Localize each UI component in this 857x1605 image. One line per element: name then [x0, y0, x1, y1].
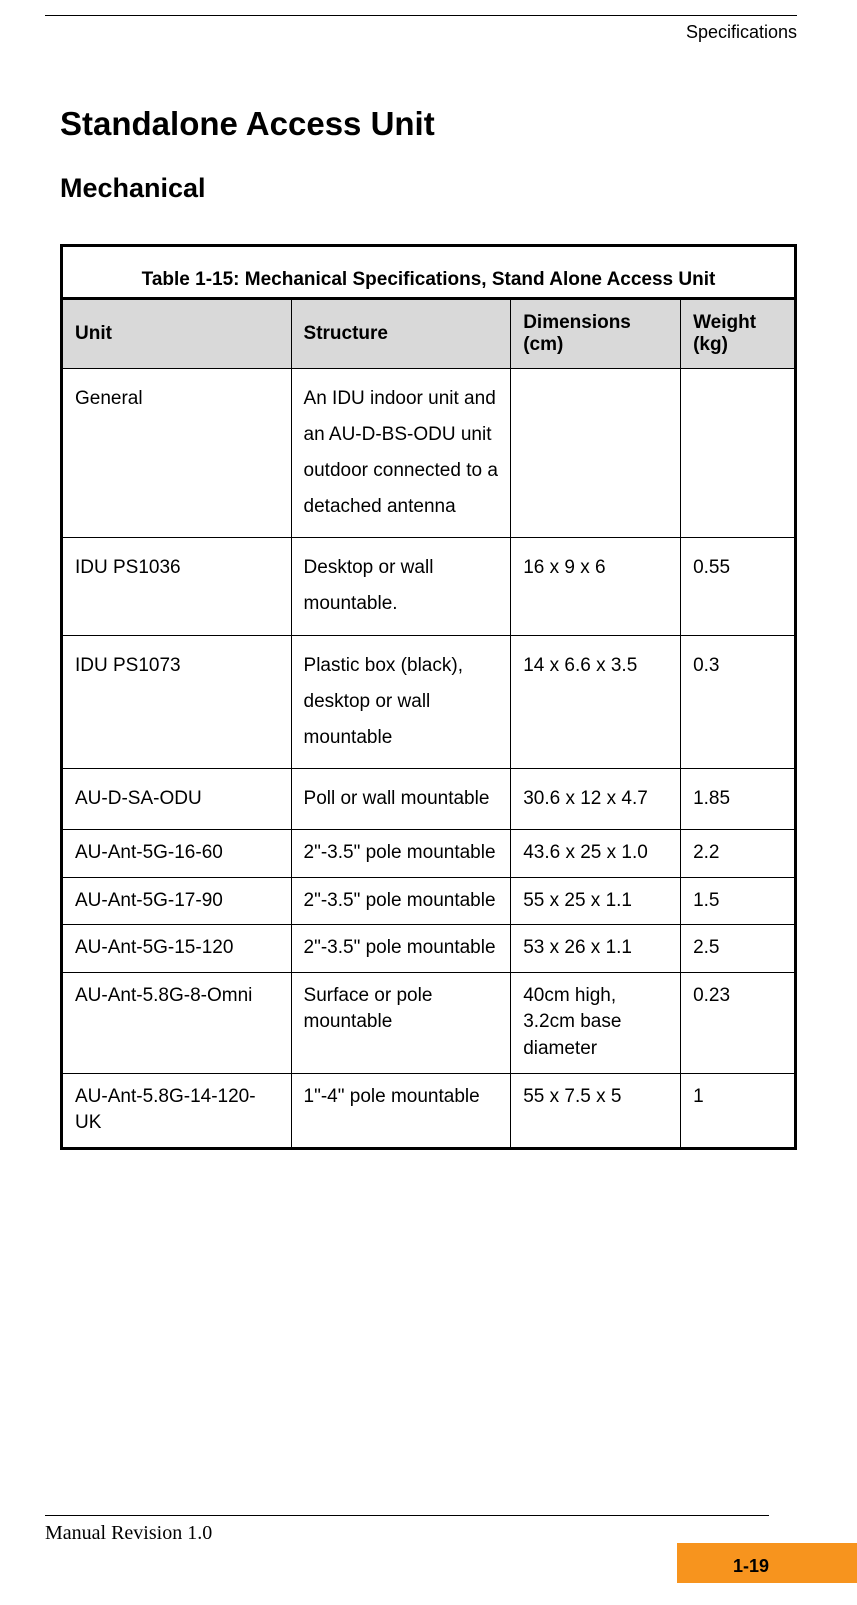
cell-dimensions: 30.6 x 12 x 4.7 [511, 768, 681, 829]
footer: Manual Revision 1.0 1-19 [45, 1515, 797, 1545]
col-unit: Unit [62, 299, 292, 369]
header-section: Specifications [686, 22, 797, 43]
footer-revision: Manual Revision 1.0 [45, 1522, 797, 1545]
cell-weight: 2.5 [681, 925, 796, 973]
content: Standalone Access Unit Mechanical Table … [60, 0, 797, 1150]
cell-weight: 0.23 [681, 972, 796, 1073]
col-weight: Weight (kg) [681, 299, 796, 369]
cell-unit: IDU PS1036 [62, 538, 292, 635]
cell-weight: 0.3 [681, 635, 796, 768]
col-dimensions: Dimensions (cm) [511, 299, 681, 369]
cell-unit: AU-Ant-5G-17-90 [62, 877, 292, 925]
top-rule [45, 15, 797, 16]
table-row: AU-Ant-5G-16-602"-3.5" pole mountable43.… [62, 829, 796, 877]
cell-dimensions: 40cm high, 3.2cm base diameter [511, 972, 681, 1073]
cell-dimensions: 14 x 6.6 x 3.5 [511, 635, 681, 768]
table-row: IDU PS1036Desktop or wall mountable.16 x… [62, 538, 796, 635]
table-caption: Table 1-15: Mechanical Specifications, S… [60, 244, 797, 297]
page: Specifications Standalone Access Unit Me… [0, 0, 857, 1605]
table-row: GeneralAn IDU indoor unit and an AU-D-BS… [62, 369, 796, 538]
col-structure: Structure [291, 299, 511, 369]
cell-structure: Desktop or wall mountable. [291, 538, 511, 635]
cell-structure: Poll or wall mountable [291, 768, 511, 829]
table-row: AU-Ant-5G-15-1202"-3.5" pole mountable53… [62, 925, 796, 973]
cell-dimensions: 43.6 x 25 x 1.0 [511, 829, 681, 877]
section-title: Mechanical [60, 173, 797, 204]
cell-unit: AU-D-SA-ODU [62, 768, 292, 829]
table-header-row: Unit Structure Dimensions (cm) Weight (k… [62, 299, 796, 369]
cell-weight: 2.2 [681, 829, 796, 877]
table-row: AU-Ant-5.8G-14-120-UK1"-4" pole mountabl… [62, 1073, 796, 1148]
cell-weight [681, 369, 796, 538]
cell-dimensions: 55 x 25 x 1.1 [511, 877, 681, 925]
cell-dimensions: 16 x 9 x 6 [511, 538, 681, 635]
footer-rule-wrap [45, 1515, 797, 1516]
spec-table: Table 1-15: Mechanical Specifications, S… [60, 244, 797, 1150]
cell-structure: 2"-3.5" pole mountable [291, 925, 511, 973]
cell-structure: Surface or pole mountable [291, 972, 511, 1073]
page-number: 1-19 [733, 1556, 769, 1577]
cell-unit: AU-Ant-5.8G-14-120-UK [62, 1073, 292, 1148]
table-body: GeneralAn IDU indoor unit and an AU-D-BS… [62, 369, 796, 1149]
cell-structure: Plastic box (black), desktop or wall mou… [291, 635, 511, 768]
cell-dimensions [511, 369, 681, 538]
cell-dimensions: 55 x 7.5 x 5 [511, 1073, 681, 1148]
cell-weight: 1 [681, 1073, 796, 1148]
cell-structure: 2"-3.5" pole mountable [291, 877, 511, 925]
table-row: IDU PS1073Plastic box (black), desktop o… [62, 635, 796, 768]
table-row: AU-D-SA-ODUPoll or wall mountable30.6 x … [62, 768, 796, 829]
table-row: AU-Ant-5.8G-8-OmniSurface or pole mounta… [62, 972, 796, 1073]
footer-rule [45, 1515, 769, 1516]
cell-dimensions: 53 x 26 x 1.1 [511, 925, 681, 973]
cell-unit: AU-Ant-5G-16-60 [62, 829, 292, 877]
table-row: AU-Ant-5G-17-902"-3.5" pole mountable55 … [62, 877, 796, 925]
cell-weight: 1.5 [681, 877, 796, 925]
cell-structure: An IDU indoor unit and an AU-D-BS-ODU un… [291, 369, 511, 538]
cell-structure: 2"-3.5" pole mountable [291, 829, 511, 877]
cell-unit: General [62, 369, 292, 538]
page-title: Standalone Access Unit [60, 105, 797, 143]
cell-unit: AU-Ant-5G-15-120 [62, 925, 292, 973]
cell-weight: 0.55 [681, 538, 796, 635]
cell-unit: AU-Ant-5.8G-8-Omni [62, 972, 292, 1073]
cell-weight: 1.85 [681, 768, 796, 829]
cell-unit: IDU PS1073 [62, 635, 292, 768]
cell-structure: 1"-4" pole mountable [291, 1073, 511, 1148]
